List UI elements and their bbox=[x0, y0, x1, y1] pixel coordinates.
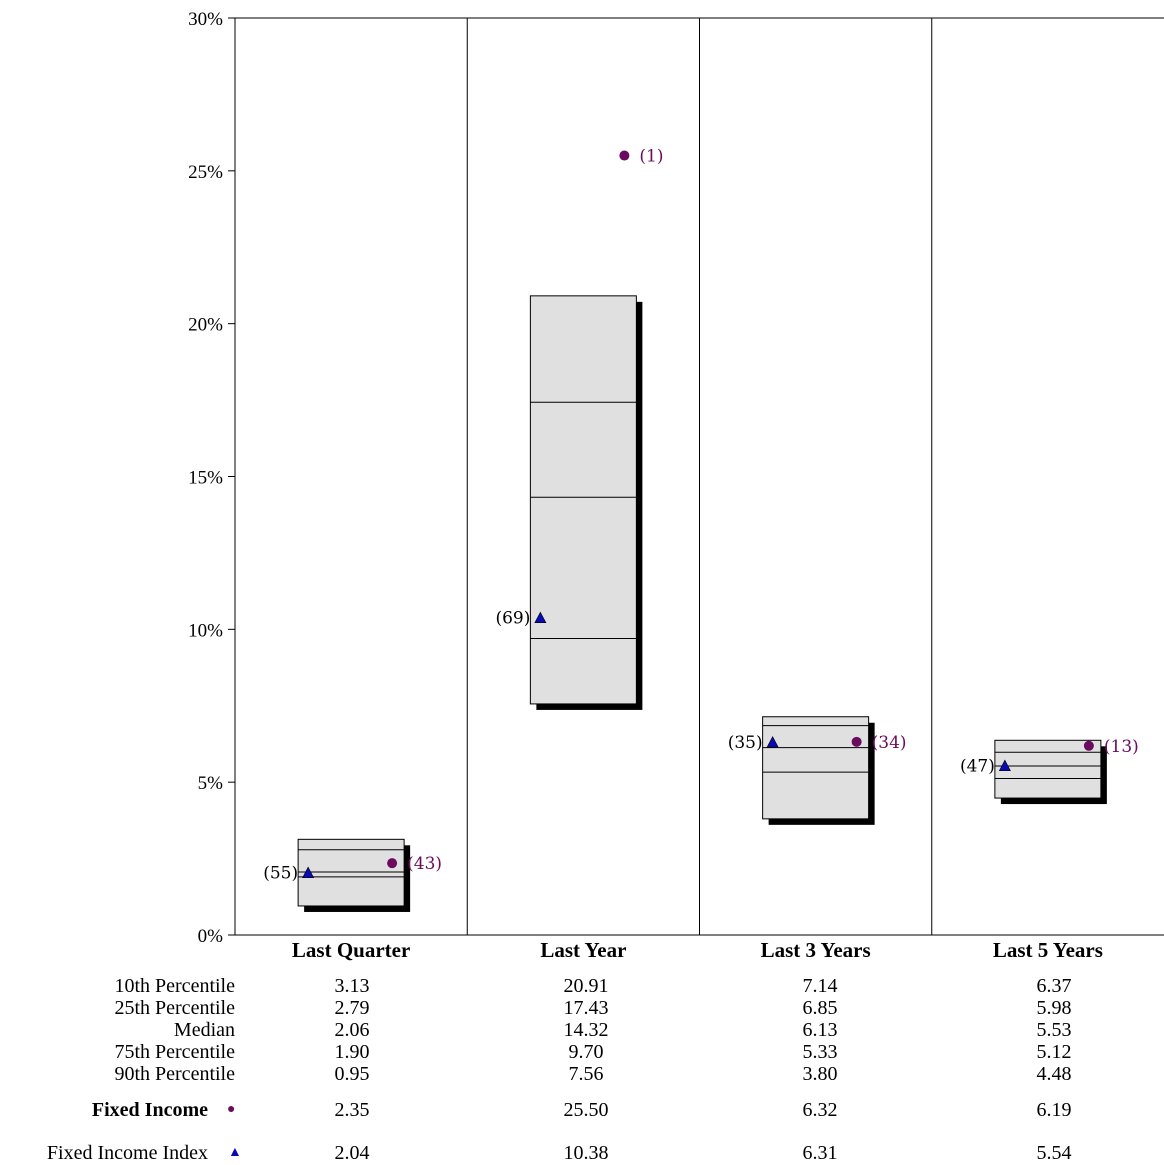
table-cell: 4.48 bbox=[1036, 1063, 1072, 1085]
table-row-fund: Fixed Income ● 2.35 25.50 6.32 6.19 bbox=[0, 1099, 1164, 1121]
table-row-index: Fixed Income Index ▲ 2.04 10.38 6.31 5.5… bbox=[0, 1142, 1164, 1164]
percentile-box bbox=[762, 716, 870, 820]
table-row: Median 2.06 14.32 6.13 5.53 bbox=[0, 1019, 1164, 1041]
table-cell: 6.32 bbox=[802, 1099, 838, 1121]
table-cell: 7.56 bbox=[568, 1063, 604, 1085]
table-row: 10th Percentile 3.13 20.91 7.14 6.37 bbox=[0, 975, 1164, 997]
table-cell: 2.06 bbox=[334, 1019, 370, 1041]
fund-rank-label: (34) bbox=[872, 733, 907, 753]
row-label: 75th Percentile bbox=[114, 1041, 235, 1063]
x-axis: Last Quarter Last Year Last 3 Years Last 5 … bbox=[292, 938, 1103, 962]
x-category-label: Last 5 Years bbox=[993, 938, 1103, 962]
fund-point bbox=[387, 858, 398, 869]
index-point bbox=[998, 759, 1011, 771]
table-cell: 14.32 bbox=[563, 1019, 609, 1041]
table-cell: 0.95 bbox=[334, 1063, 370, 1085]
chart-grid bbox=[235, 17, 1164, 936]
table-cell: 5.54 bbox=[1036, 1142, 1072, 1164]
index-point bbox=[534, 611, 547, 624]
percentile-box bbox=[297, 838, 405, 907]
table-cell: 17.43 bbox=[563, 997, 609, 1019]
index-rank-label: (55) bbox=[263, 864, 298, 884]
chart-markers: (43) (55) (1) (69) (34) (35) (13) (47) bbox=[263, 147, 1139, 884]
table-cell: 5.98 bbox=[1036, 997, 1072, 1019]
table-cell: 25.50 bbox=[563, 1099, 609, 1121]
index-rank-label: (47) bbox=[960, 757, 995, 777]
fund-rank-label: (13) bbox=[1104, 737, 1139, 757]
table-row: 90th Percentile 0.95 7.56 3.80 4.48 bbox=[0, 1063, 1164, 1085]
table-cell: 6.13 bbox=[802, 1019, 838, 1041]
table-cell: 6.31 bbox=[802, 1142, 838, 1164]
index-rank-label: (69) bbox=[495, 609, 530, 629]
table-cell: 5.33 bbox=[802, 1041, 838, 1063]
table-cell: 20.91 bbox=[563, 975, 609, 997]
table-cell: 7.14 bbox=[802, 975, 838, 997]
y-axis: 0% 5% 10% 15% 20% 25% 30% bbox=[188, 9, 236, 947]
table-cell: 10.38 bbox=[563, 1142, 609, 1164]
index-rank-label: (35) bbox=[728, 733, 763, 753]
chart-boxes bbox=[297, 295, 1107, 912]
table-cell: 6.19 bbox=[1036, 1099, 1072, 1121]
x-category-label: Last 3 Years bbox=[761, 938, 871, 962]
table-cell: 1.90 bbox=[334, 1041, 370, 1063]
table-cell: 6.85 bbox=[802, 997, 838, 1019]
y-tick-label: 0% bbox=[198, 926, 224, 947]
fund-point bbox=[619, 150, 630, 161]
y-tick-label: 20% bbox=[188, 315, 223, 336]
fund-point bbox=[1083, 740, 1094, 751]
row-label: 10th Percentile bbox=[114, 975, 235, 997]
index-triangle-icon: ▲ bbox=[228, 1145, 242, 1160]
table-cell: 5.12 bbox=[1036, 1041, 1072, 1063]
y-tick-label: 30% bbox=[188, 9, 223, 30]
row-label: 25th Percentile bbox=[114, 997, 235, 1019]
fund-label: Fixed Income bbox=[91, 1099, 208, 1121]
table-cell: 3.80 bbox=[802, 1063, 838, 1085]
table-cell: 3.13 bbox=[334, 975, 370, 997]
table-cell: 2.35 bbox=[334, 1099, 370, 1121]
table-cell: 5.53 bbox=[1036, 1019, 1072, 1041]
x-category-label: Last Year bbox=[540, 938, 626, 962]
fund-circle-icon: ● bbox=[227, 1102, 236, 1117]
table-cell: 2.79 bbox=[334, 997, 370, 1019]
row-label: 90th Percentile bbox=[114, 1063, 235, 1085]
index-point bbox=[302, 866, 315, 878]
table-row: 75th Percentile 1.90 9.70 5.33 5.12 bbox=[0, 1041, 1164, 1063]
percentile-box bbox=[994, 739, 1102, 799]
table-cell: 6.37 bbox=[1036, 975, 1072, 997]
y-tick-label: 25% bbox=[188, 162, 223, 183]
index-label: Fixed Income Index bbox=[46, 1142, 208, 1164]
percentile-chart: 0%5%10%15%20%25%30% (43)(55)(1)(69)(34)(… bbox=[188, 9, 1164, 962]
y-tick-label: 15% bbox=[188, 468, 223, 489]
percentile-box bbox=[529, 295, 637, 705]
x-category-label: Last Quarter bbox=[292, 938, 410, 962]
fund-rank-label: (43) bbox=[407, 854, 442, 874]
fund-rank-label: (1) bbox=[639, 147, 663, 167]
index-point bbox=[766, 735, 779, 748]
table-cell: 2.04 bbox=[334, 1142, 370, 1164]
fund-point bbox=[851, 736, 862, 747]
table-row: 25th Percentile 2.79 17.43 6.85 5.98 bbox=[0, 997, 1164, 1019]
row-label: Median bbox=[173, 1019, 235, 1041]
table-cell: 9.70 bbox=[568, 1041, 604, 1063]
y-tick-label: 5% bbox=[198, 773, 224, 794]
y-tick-label: 10% bbox=[188, 620, 223, 641]
